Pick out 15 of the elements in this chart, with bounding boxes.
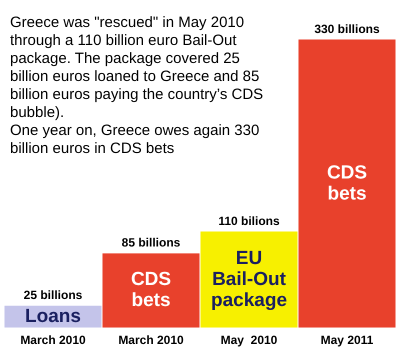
annotation: CDS bets <box>326 162 368 204</box>
data-label: 330 billions <box>314 22 380 36</box>
x-tick-label: March 2010 <box>20 333 86 348</box>
annotation: Greece was "rescued" in May 2010 through a 110 billion euro Bail-Out package. The package covered 25 billion euros loaned to Greece and 85 billion euros paying the country’s CDS bubble). One year on, Greece owes again 330 billion euros in CDS bets <box>10 14 264 158</box>
data-label: 85 billions <box>122 236 181 250</box>
annotation: Loans <box>25 306 81 327</box>
x-tick-label: March 2010 <box>118 333 184 348</box>
x-tick-label: May 2011 <box>320 333 374 348</box>
x-tick-label: May 2010 <box>220 333 278 348</box>
annotation: CDS bets <box>130 269 172 312</box>
data-label: 110 bilions <box>218 214 280 228</box>
bar <box>298 39 396 328</box>
annotation: EU Bail-Out package <box>210 248 288 311</box>
data-label: 25 billions <box>24 288 83 302</box>
bar <box>102 253 200 328</box>
